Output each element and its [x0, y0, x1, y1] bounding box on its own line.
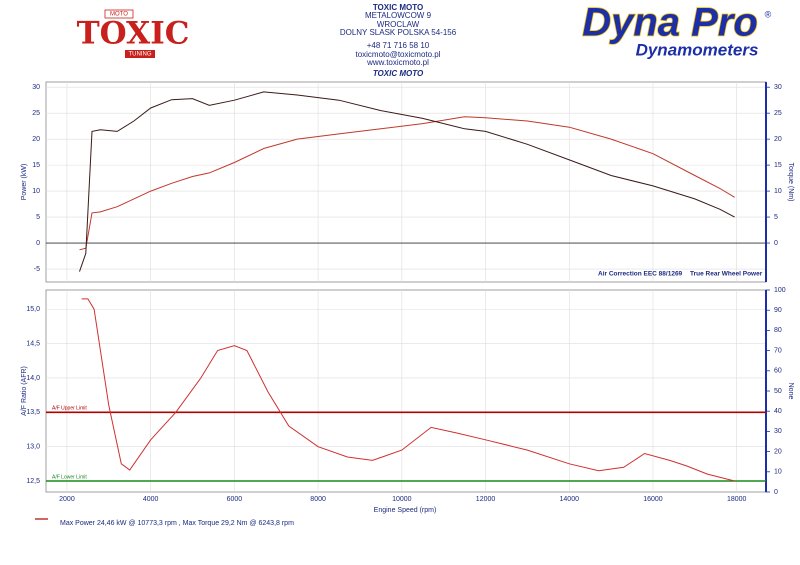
- y2-tick-label: 60: [774, 368, 782, 375]
- annotation: True Rear Wheel Power: [690, 271, 763, 278]
- address-line: TOXIC MOTO: [373, 3, 423, 12]
- y-tick-label: 15: [32, 162, 40, 169]
- y2-tick-label: 10: [774, 188, 782, 195]
- x-tick-label: 8000: [310, 496, 326, 503]
- address-line: toxicmoto@toxicmoto.pl: [355, 50, 440, 59]
- customer: TOXIC MOTO: [373, 69, 424, 78]
- plot-frame: [45, 81, 767, 283]
- address-line: WROCLAW: [377, 20, 420, 29]
- y-tick-label: 14,5: [26, 340, 40, 347]
- x-tick-label: 4000: [143, 496, 159, 503]
- dynapro-sub: Dynamometers: [636, 40, 759, 59]
- address-line: METALOWCOW 9: [365, 11, 432, 20]
- y2-axis-label: Torque (Nm): [787, 163, 794, 202]
- annotation: Air Correction EEC 88/1269: [598, 271, 683, 278]
- x-tick-label: 16000: [643, 496, 663, 503]
- x-tick-label: 18000: [727, 496, 747, 503]
- y-tick-label: 10: [32, 188, 40, 195]
- registered-mark: ®: [765, 9, 772, 19]
- logo-bottom: TUNING: [129, 52, 152, 58]
- x-axis-label: Engine Speed (rpm): [374, 507, 437, 514]
- address-line: DOLNY SLASK POLSKA 54-156: [340, 28, 457, 37]
- y-tick-label: -5: [34, 266, 40, 273]
- y-tick-label: 14,0: [26, 375, 40, 382]
- x-tick-label: 14000: [560, 496, 580, 503]
- y-tick-label: 20: [32, 136, 40, 143]
- series-line: [79, 116, 735, 251]
- y-axis-label: Power (kW): [21, 164, 28, 201]
- y-tick-label: 15,0: [26, 306, 40, 313]
- y2-tick-label: 0: [774, 489, 778, 496]
- y2-tick-label: 30: [774, 84, 782, 91]
- y2-tick-label: 20: [774, 448, 782, 455]
- y2-tick-label: 100: [774, 287, 786, 294]
- y-tick-label: 30: [32, 84, 40, 91]
- address-line: +48 71 716 58 10: [367, 41, 430, 50]
- y2-tick-label: 40: [774, 408, 782, 415]
- y-tick-label: 12,5: [26, 478, 40, 485]
- y2-tick-label: 90: [774, 307, 782, 314]
- address-line: www.toxicmoto.pl: [366, 58, 429, 67]
- y-tick-label: 5: [36, 214, 40, 221]
- x-tick-label: 2000: [59, 496, 75, 503]
- y2-axis-label: None: [787, 383, 794, 400]
- y2-tick-label: 10: [774, 469, 782, 476]
- y-tick-label: 13,5: [26, 409, 40, 416]
- series-line: [79, 91, 735, 272]
- y2-tick-label: 20: [774, 136, 782, 143]
- y2-tick-label: 70: [774, 347, 782, 354]
- y2-tick-label: 80: [774, 327, 782, 334]
- limit-label: A/F Upper Limit: [52, 406, 87, 412]
- y2-tick-label: 25: [774, 110, 782, 117]
- y-tick-label: 13,0: [26, 443, 40, 450]
- plot-frame: [45, 289, 767, 493]
- footer-text: Max Power 24,46 kW @ 10773,3 rpm , Max T…: [60, 520, 294, 527]
- x-tick-label: 10000: [392, 496, 412, 503]
- y2-tick-label: 15: [774, 162, 782, 169]
- x-tick-label: 12000: [476, 496, 496, 503]
- y2-tick-label: 50: [774, 388, 782, 395]
- logo-badge: [125, 50, 155, 58]
- dynapro-logo: Dyna Pro: [582, 1, 758, 45]
- y2-tick-label: 0: [774, 240, 778, 247]
- logo-top: MOTO: [110, 12, 128, 18]
- series-line: [81, 298, 735, 482]
- y-tick-label: 25: [32, 110, 40, 117]
- limit-label: A/F Lower Limit: [52, 474, 87, 480]
- y-axis-label: A/F Ratio (AFR): [21, 366, 28, 416]
- logo-frame: [104, 9, 134, 19]
- y2-tick-label: 30: [774, 428, 782, 435]
- y-tick-label: 0: [36, 240, 40, 247]
- x-tick-label: 6000: [227, 496, 243, 503]
- y2-tick-label: 5: [774, 214, 778, 221]
- logo-main: TOXIC: [77, 16, 190, 52]
